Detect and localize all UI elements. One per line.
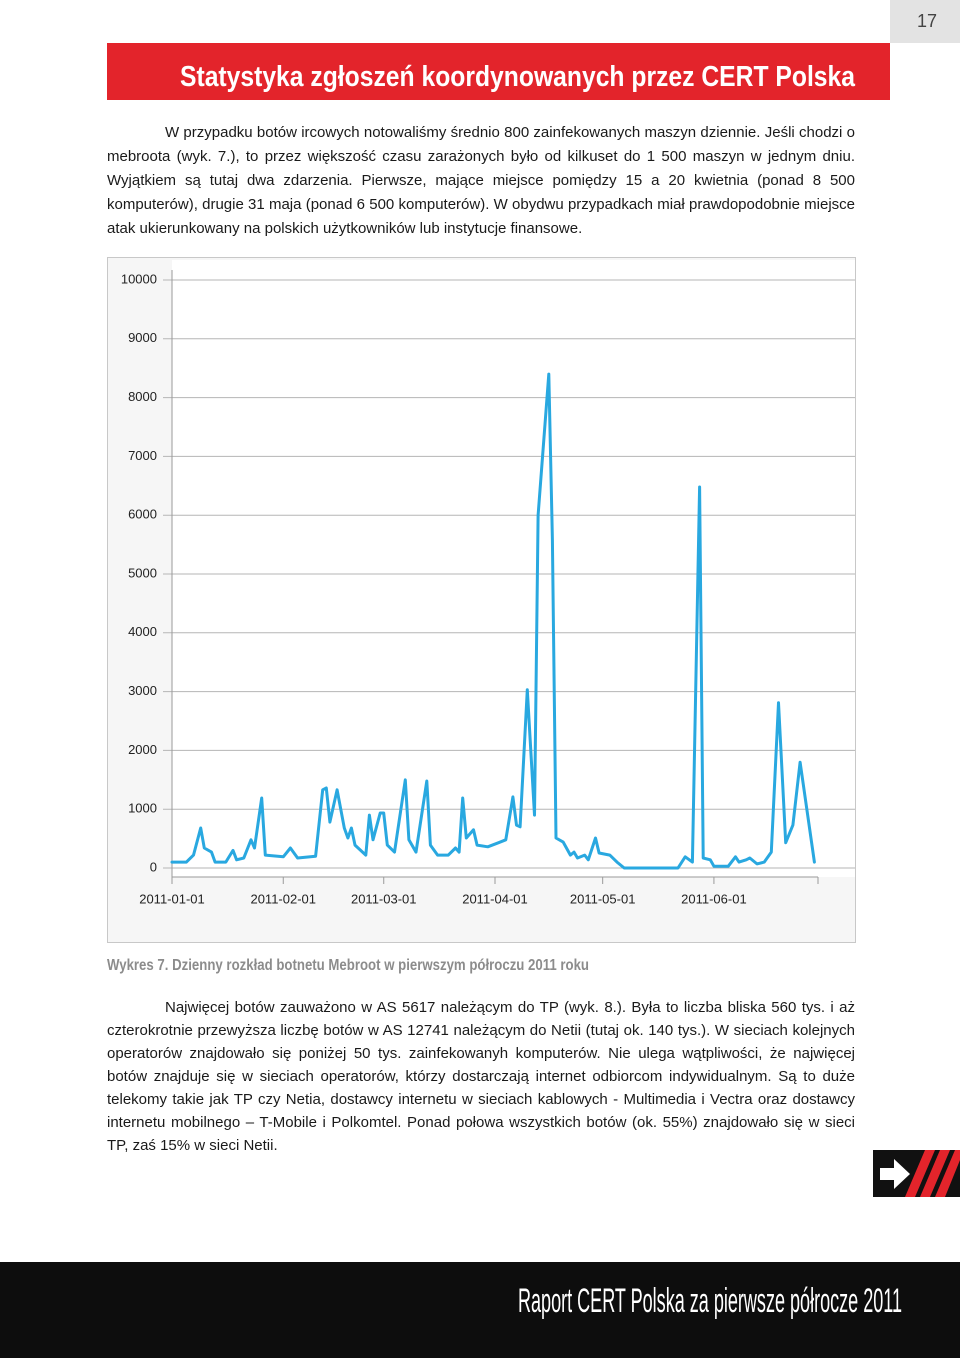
x-tick-label: 2011-03-01 xyxy=(351,891,417,906)
page-number-box xyxy=(890,0,960,43)
paragraph: W przypadku botów ircowych notowaliśmy ś… xyxy=(107,124,855,237)
chart-caption: Wykres 7. Dzienny rozkład botnetu Mebroo… xyxy=(107,957,589,974)
y-tick-label: 5000 xyxy=(128,565,157,580)
y-tick-label: 7000 xyxy=(128,448,157,463)
header-title: Statystyka zgłoszeń koordynowanych przez… xyxy=(180,61,856,93)
header-bar xyxy=(107,43,890,100)
footer-title: Raport CERT Polska za pierwsze półrocze … xyxy=(518,1282,902,1320)
y-tick-label: 9000 xyxy=(128,330,157,345)
x-tick-label: 2011-04-01 xyxy=(462,891,528,906)
paragraph: Najwięcej botów zauważono w AS 5617 nale… xyxy=(107,999,855,1154)
x-tick-label: 2011-06-01 xyxy=(681,891,747,906)
x-tick-label: 2011-05-01 xyxy=(570,891,636,906)
chart: 0 1000 2000 3000 4000 5000 6000 7000 8000 9000 100… xyxy=(121,260,855,906)
footer-bar xyxy=(0,1262,960,1358)
y-tick-label: 6000 xyxy=(128,507,157,522)
plot-area xyxy=(172,260,855,877)
y-tick-label: 3000 xyxy=(128,683,157,698)
y-tick-label: 8000 xyxy=(128,389,157,404)
next-arrow-icon xyxy=(873,1150,960,1197)
y-tick-label: 4000 xyxy=(128,624,157,639)
y-tick-label: 10000 xyxy=(121,271,157,286)
page-number: 17 xyxy=(917,11,937,31)
y-tick-label: 2000 xyxy=(128,742,157,757)
y-tick-label: 1000 xyxy=(128,801,157,816)
data-line xyxy=(170,372,816,870)
x-tick-label: 2011-01-01 xyxy=(139,891,205,906)
y-tick-label: 0 xyxy=(150,859,157,874)
x-tick-label: 2011-02-01 xyxy=(250,891,316,906)
